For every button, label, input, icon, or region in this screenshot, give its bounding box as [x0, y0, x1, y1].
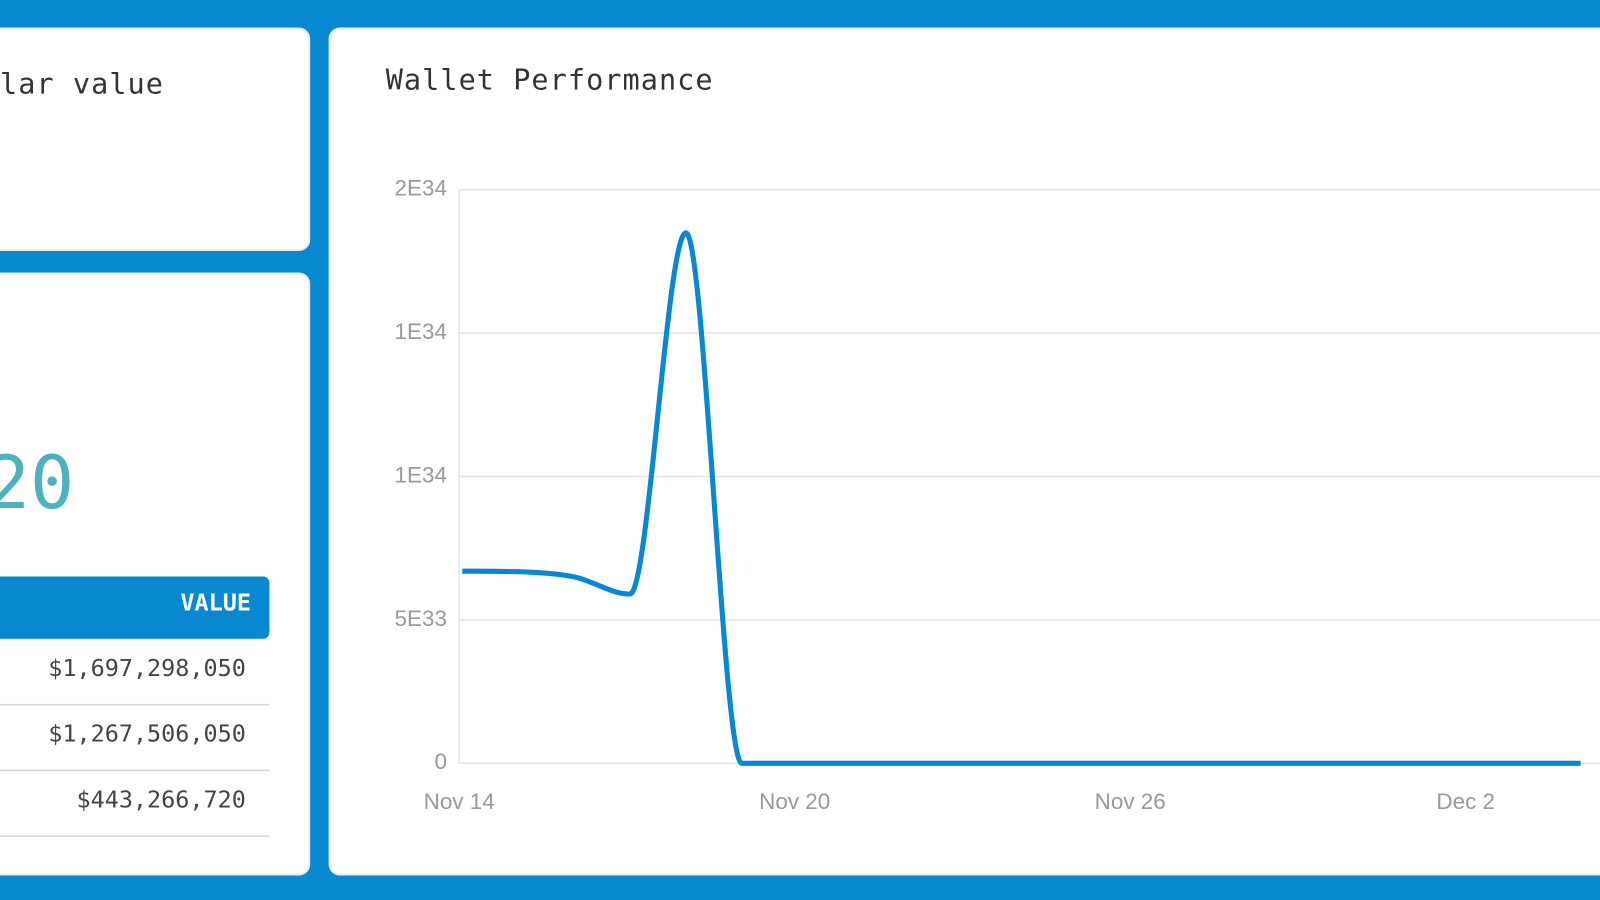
y-tick-label: 0: [434, 749, 446, 774]
x-tick-label: Nov 26: [1095, 789, 1166, 814]
holdings-card: [0, 272, 311, 876]
series-line: [462, 230, 1581, 766]
header-cell: VALUE: [180, 589, 251, 617]
card-title: lar value: [0, 67, 164, 101]
chart-title: Wallet Performance: [386, 63, 714, 97]
x-tick-label: Nov 14: [424, 789, 495, 814]
table-header: [0, 576, 270, 639]
x-tick-label: Dec 2: [1436, 789, 1495, 814]
big-value: 20: [0, 441, 74, 526]
value-card: [0, 27, 311, 252]
value-cell: $1,697,298,050: [48, 654, 246, 682]
y-tick-label: 1E34: [395, 319, 447, 344]
value-cell: $443,266,720: [76, 786, 245, 814]
value-cell: $1,267,506,050: [48, 720, 246, 748]
chart-card: [328, 27, 1600, 876]
x-tick-label: Nov 20: [759, 789, 830, 814]
y-tick-label: 2E34: [395, 176, 447, 201]
y-tick-label: 5E33: [395, 606, 447, 631]
y-tick-label: 1E34: [395, 462, 447, 487]
